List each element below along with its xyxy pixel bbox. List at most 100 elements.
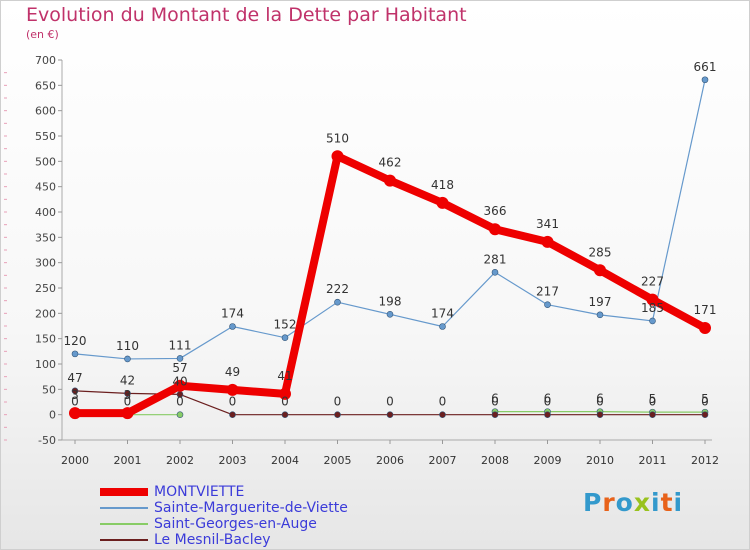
data-point — [229, 323, 236, 330]
y-tick-label: 500 — [35, 155, 56, 168]
series-line — [71, 152, 709, 418]
data-point — [71, 387, 79, 395]
data-label: 0 — [281, 395, 289, 409]
legend-swatch-sainte-marguerite — [100, 507, 148, 509]
x-tick-label: 2003 — [219, 454, 247, 467]
data-label: 40 — [172, 374, 187, 388]
x-tick-label: 2004 — [271, 454, 299, 467]
data-label: 6 — [544, 392, 552, 406]
data-label: 197 — [589, 295, 612, 309]
x-tick-label: 2007 — [429, 454, 457, 467]
data-point — [226, 383, 239, 396]
data-label: 152 — [274, 318, 297, 332]
data-label: 341 — [536, 217, 559, 231]
data-point — [649, 317, 656, 325]
data-point — [386, 411, 394, 418]
x-tick-label: 2006 — [376, 454, 404, 467]
data-label: 0 — [176, 395, 184, 409]
line-chart: -500501001502002503003504004505005506006… — [4, 54, 719, 467]
y-tick-label: -50 — [38, 434, 56, 447]
chart-title: Evolution du Montant de la Dette par Hab… — [26, 4, 467, 26]
x-tick-label: 2000 — [61, 454, 89, 467]
data-point — [439, 323, 446, 330]
y-tick-label: 350 — [35, 231, 56, 244]
data-point — [649, 411, 656, 418]
data-label: 0 — [71, 395, 79, 409]
y-tick-label: 650 — [35, 79, 56, 92]
data-point — [71, 350, 79, 358]
data-point — [594, 264, 606, 277]
data-label: 0 — [491, 395, 499, 409]
data-label: 41 — [277, 369, 292, 383]
logo-letter: i — [651, 488, 661, 517]
data-label: 5 — [701, 392, 709, 406]
data-label: 0 — [124, 395, 132, 409]
data-point — [174, 379, 186, 392]
data-label: 0 — [596, 395, 604, 409]
data-point — [541, 235, 554, 248]
y-tick-label: 50 — [42, 383, 56, 396]
legend-swatch-montviette — [100, 488, 148, 496]
data-point — [384, 174, 396, 187]
data-label: 0 — [439, 395, 447, 409]
data-label: 281 — [484, 252, 507, 266]
data-point — [124, 355, 131, 363]
y-tick-label: 400 — [35, 206, 56, 219]
legend-swatch-saint-georges — [100, 523, 148, 525]
data-point — [646, 293, 659, 306]
y-tick-label: 300 — [35, 257, 56, 270]
data-label: 5 — [649, 392, 657, 406]
data-label: 366 — [484, 204, 507, 218]
legend-swatch-le-mesnil-bacley — [100, 539, 148, 541]
data-label: 217 — [536, 285, 559, 299]
data-point — [701, 411, 709, 418]
x-tick-label: 2005 — [324, 454, 352, 467]
y-tick-label: 100 — [35, 358, 56, 371]
legend-label-le-mesnil-bacley: Le Mesnil-Bacley — [154, 532, 271, 548]
data-point — [121, 407, 134, 420]
data-label: 510 — [326, 131, 349, 145]
data-label: 111 — [169, 338, 192, 352]
x-tick-label: 2001 — [114, 454, 142, 467]
data-point — [176, 411, 184, 418]
data-point — [596, 311, 604, 319]
data-point — [491, 268, 499, 276]
data-label: 185 — [641, 301, 664, 315]
x-tick-label: 2012 — [691, 454, 719, 467]
logo-letter: o — [615, 488, 634, 517]
data-label: 3 — [124, 388, 132, 402]
y-tick-label: 0 — [49, 409, 56, 422]
data-label: 174 — [431, 307, 454, 321]
x-tick-label: 2009 — [534, 454, 562, 467]
data-point — [491, 411, 499, 418]
legend-label-montviette: MONTVIETTE — [154, 484, 245, 500]
y-tick-label: 700 — [35, 54, 56, 67]
logo-letter: i — [673, 488, 684, 517]
legend-label-sainte-marguerite: Sainte-Marguerite-de-Viette — [154, 500, 348, 516]
data-label: 0 — [386, 395, 394, 409]
data-point — [124, 390, 131, 397]
data-label: 49 — [225, 365, 240, 379]
data-label: 0 — [544, 395, 552, 409]
data-label: 462 — [379, 156, 402, 170]
data-point — [229, 411, 236, 418]
data-point — [439, 411, 446, 418]
data-label: 174 — [221, 307, 244, 321]
data-point — [281, 411, 289, 418]
data-label: 3 — [71, 388, 79, 402]
data-point — [596, 411, 604, 418]
data-label: 222 — [326, 282, 349, 296]
data-label: 6 — [596, 392, 604, 406]
data-point — [334, 411, 341, 418]
data-label: 661 — [694, 60, 717, 74]
data-label: 0 — [701, 395, 709, 409]
data-label: 120 — [64, 334, 87, 348]
data-point — [699, 322, 711, 335]
data-label: 285 — [589, 245, 612, 259]
data-point — [386, 311, 394, 318]
data-point — [436, 196, 449, 209]
data-label: 110 — [116, 339, 139, 353]
data-label: 6 — [491, 392, 499, 406]
chart-unit-label: (en €) — [26, 28, 59, 41]
x-tick-label: 2008 — [481, 454, 509, 467]
